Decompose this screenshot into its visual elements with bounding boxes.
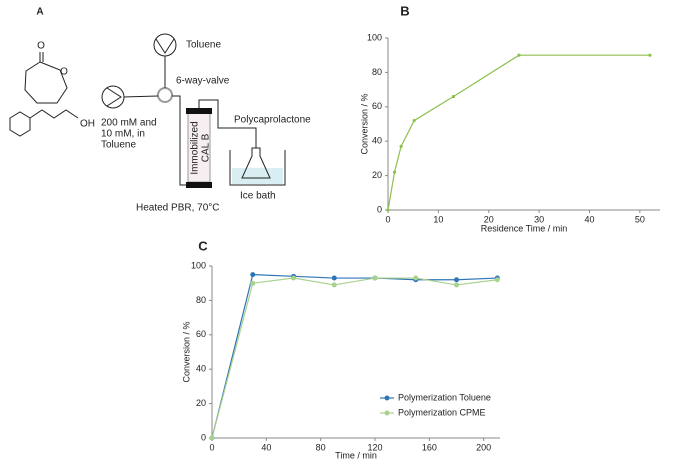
feed-label: 10 mM, in <box>101 129 145 140</box>
series-line <box>211 273 498 439</box>
y-tick-label: 100 <box>367 32 382 42</box>
data-point <box>451 94 456 99</box>
column-label: Immobilized <box>190 121 201 174</box>
legend-marker <box>384 410 390 416</box>
data-point <box>250 280 256 286</box>
x-tick-label: 20 <box>484 214 494 224</box>
data-point <box>454 277 460 283</box>
atom-label: O <box>37 41 45 52</box>
x-tick-label: 0 <box>385 214 390 224</box>
y-tick-label: 40 <box>196 364 206 374</box>
x-tick-label: 200 <box>476 442 491 452</box>
y-tick-label: 0 <box>377 204 382 214</box>
data-point <box>291 275 297 281</box>
data-point <box>412 118 416 123</box>
x-tick-label: 120 <box>368 442 383 452</box>
x-tick-label: 10 <box>433 214 443 224</box>
column-label: CAL B <box>201 133 212 162</box>
diagram: A O O OH Toluene 6-way-valve 200 mM and … <box>9 7 311 214</box>
data-point <box>648 53 652 57</box>
y-tick-label: 80 <box>196 295 206 305</box>
y-tick-label: 20 <box>196 398 206 408</box>
data-point <box>372 275 378 281</box>
y-tick-label: 60 <box>196 329 206 339</box>
data-point <box>331 275 337 281</box>
data-point <box>413 275 419 281</box>
panel-label: B <box>400 3 409 18</box>
x-tick-label: 50 <box>635 214 645 224</box>
data-point <box>331 282 337 288</box>
legend-marker <box>384 395 390 401</box>
y-axis-title: Conversion / % <box>181 321 191 382</box>
series-line <box>211 277 498 439</box>
valve <box>157 87 173 103</box>
y-axis-title: Conversion / % <box>359 93 369 154</box>
bath-label: Ice bath <box>240 191 276 202</box>
reactor-label: Heated PBR, 70°C <box>136 203 220 214</box>
data-point <box>517 53 521 57</box>
pump-symbol <box>155 38 175 54</box>
x-tick-label: 40 <box>261 442 271 452</box>
data-point <box>392 170 397 174</box>
y-tick-label: 40 <box>372 136 382 146</box>
series-line <box>387 54 650 211</box>
valve-label: 6-way-valve <box>176 76 230 87</box>
feed-label: 200 mM and <box>101 118 157 129</box>
panel-label: A <box>36 7 43 18</box>
atom-label: OH <box>80 119 95 130</box>
pump-label: Toluene <box>186 40 221 51</box>
tubing <box>123 95 159 98</box>
column-cap <box>186 182 212 188</box>
data-point <box>494 277 500 283</box>
legend-label: Polymerization CPME <box>398 407 486 417</box>
y-tick-label: 60 <box>372 101 382 111</box>
ice <box>232 168 283 184</box>
y-tick-label: 100 <box>191 260 206 270</box>
data-point <box>386 208 390 212</box>
chain <box>29 109 79 119</box>
x-axis-title: Time / min <box>335 450 377 460</box>
product-label: Polycaprolactone <box>234 115 311 126</box>
x-tick-label: 40 <box>584 214 594 224</box>
data-point <box>250 272 256 278</box>
data-point <box>454 282 460 288</box>
y-tick-label: 0 <box>201 432 206 442</box>
x-tick-label: 80 <box>316 442 326 452</box>
flask <box>241 147 271 179</box>
beaker <box>229 150 286 186</box>
atom-label: O <box>60 67 68 78</box>
panel-label: C <box>198 238 208 253</box>
tubing <box>172 95 190 186</box>
data-point <box>399 144 403 148</box>
pump-symbol <box>106 87 122 107</box>
column-cap <box>186 108 212 114</box>
data-point <box>209 435 215 441</box>
feed-label: Toluene <box>101 140 136 151</box>
x-axis-title: Residence Time / min <box>481 223 568 233</box>
tubing <box>198 99 257 148</box>
benzene <box>9 111 31 137</box>
x-tick-label: 0 <box>209 442 214 452</box>
x-tick-label: 160 <box>422 442 437 452</box>
legend-label: Polymerization Toluene <box>398 392 491 402</box>
x-tick-label: 30 <box>534 214 544 224</box>
lactone-ring <box>24 61 68 104</box>
y-tick-label: 80 <box>372 67 382 77</box>
y-tick-label: 20 <box>372 170 382 180</box>
